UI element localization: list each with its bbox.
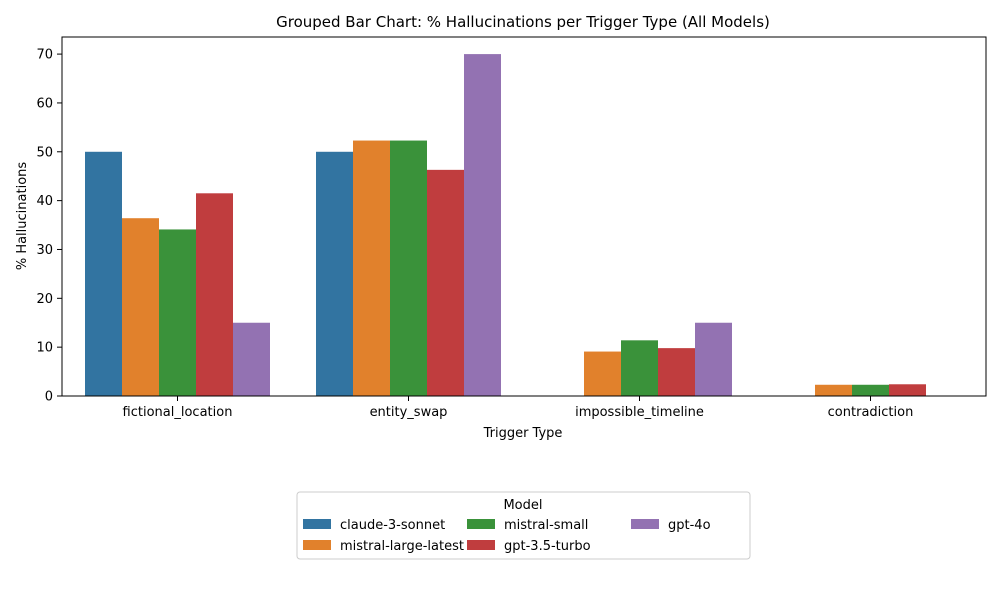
legend-item-mistral-small: mistral-small — [467, 518, 588, 533]
x-axis-label: Trigger Type — [483, 426, 563, 441]
bar-gpt-4o-fictional_location — [233, 322, 270, 396]
legend: Model claude-3-sonnet mistral-large-lates… — [296, 491, 751, 560]
bar-mistral-large-latest-fictional_location — [122, 218, 159, 396]
bar-gpt-4o-entity_swap — [464, 54, 501, 396]
y-tick-label: 10 — [36, 341, 53, 356]
y-tick-label: 60 — [36, 96, 53, 111]
bar-gpt-4o-impossible_timeline — [695, 322, 732, 396]
legend-item-gpt-4o: gpt-4o — [631, 518, 711, 533]
bar-mistral-small-fictional_location — [159, 229, 196, 396]
bar-claude-3-sonnet-fictional_location — [85, 151, 122, 396]
legend-item-gpt-3.5-turbo: gpt-3.5-turbo — [467, 539, 591, 554]
y-tick-label: 20 — [36, 292, 53, 307]
bar-claude-3-sonnet-entity_swap — [316, 151, 353, 396]
bar-mistral-large-latest-entity_swap — [353, 140, 390, 396]
y-tick-label: 30 — [36, 243, 53, 258]
x-tick-label: impossible_timeline — [575, 405, 704, 420]
legend-title: Model — [503, 498, 542, 513]
bar-mistral-small-impossible_timeline — [621, 340, 658, 396]
legend-item-claude-3-sonnet: claude-3-sonnet — [303, 518, 445, 533]
legend-items: claude-3-sonnet mistral-large-latest mistr… — [303, 518, 711, 554]
chart-title: Grouped Bar Chart: % Hallucinations per … — [276, 13, 770, 31]
plot-area — [85, 54, 926, 396]
legend-label: mistral-small — [504, 518, 588, 533]
bar-gpt-3.5-turbo-impossible_timeline — [658, 348, 695, 396]
legend-swatch — [631, 519, 659, 529]
legend-label: gpt-4o — [668, 518, 711, 533]
legend-label: gpt-3.5-turbo — [504, 539, 591, 554]
x-tick-label: contradiction — [828, 405, 914, 420]
bar-mistral-large-latest-contradiction — [815, 384, 852, 396]
legend-swatch — [467, 540, 495, 550]
legend-label: mistral-large-latest — [340, 539, 464, 554]
x-axis: fictional_location entity_swap impossible_… — [123, 396, 914, 420]
bar-mistral-small-contradiction — [852, 384, 889, 396]
legend-item-mistral-large-latest: mistral-large-latest — [303, 539, 464, 554]
y-tick-label: 40 — [36, 194, 53, 209]
bar-gpt-3.5-turbo-fictional_location — [196, 193, 233, 396]
y-tick-label: 0 — [45, 390, 53, 405]
y-tick-label: 70 — [36, 48, 53, 63]
bar-mistral-large-latest-impossible_timeline — [584, 351, 621, 396]
bar-gpt-3.5-turbo-contradiction — [889, 384, 926, 396]
legend-swatch — [303, 519, 331, 529]
y-axis-label: % Hallucinations — [15, 162, 30, 271]
bar-mistral-small-entity_swap — [390, 140, 427, 396]
legend-swatch — [303, 540, 331, 550]
legend-label: claude-3-sonnet — [340, 518, 445, 533]
y-tick-label: 50 — [36, 145, 53, 160]
x-tick-label: fictional_location — [123, 405, 233, 420]
legend-swatch — [467, 519, 495, 529]
y-axis: 0 10 20 30 40 50 60 70 — [36, 48, 62, 405]
legend-frame — [296, 491, 751, 560]
x-tick-label: entity_swap — [370, 405, 448, 420]
bar-gpt-3.5-turbo-entity_swap — [427, 169, 464, 396]
plot-frame — [61, 36, 987, 397]
